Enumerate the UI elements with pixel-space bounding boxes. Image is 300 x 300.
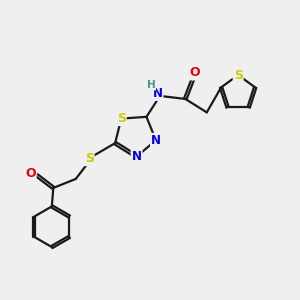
Text: N: N <box>132 150 142 163</box>
Text: N: N <box>152 87 163 100</box>
Text: O: O <box>189 66 200 80</box>
Text: S: S <box>234 68 243 82</box>
Text: S: S <box>85 152 94 165</box>
Text: N: N <box>151 134 161 147</box>
Text: S: S <box>117 112 126 125</box>
Text: H: H <box>147 80 155 90</box>
Text: O: O <box>25 167 36 180</box>
